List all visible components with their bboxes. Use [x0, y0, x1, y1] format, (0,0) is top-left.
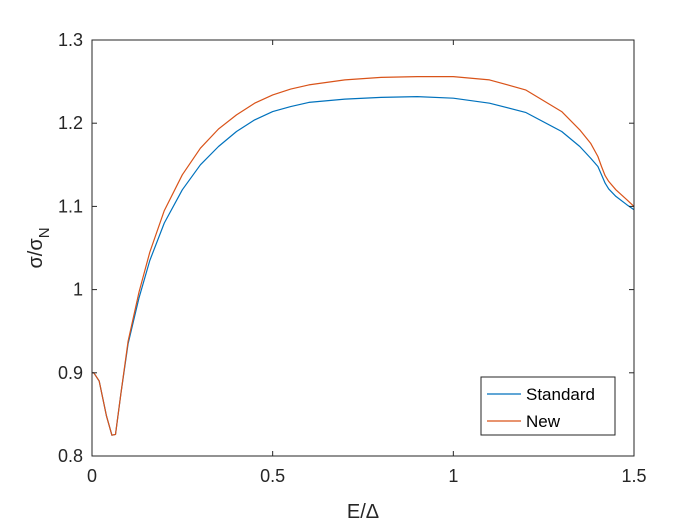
x-tick-label: 1.5 [621, 466, 646, 486]
y-tick-label: 0.9 [58, 363, 83, 383]
y-tick-label: 1.2 [58, 113, 83, 133]
plot-frame [91, 39, 635, 457]
y-tick-label: 1.3 [58, 30, 83, 50]
x-tick-label: 1 [448, 466, 458, 486]
series-line-new [92, 75, 635, 436]
x-tick-label: 0.5 [260, 466, 285, 486]
y-axis-label: σ/σN [25, 227, 53, 268]
legend-label-new: New [526, 412, 561, 431]
y-tick-label: 1.1 [58, 196, 83, 216]
x-axis-label: E/Δ [347, 501, 379, 523]
x-tick-label: 0 [87, 466, 97, 486]
legend-label-standard: Standard [526, 385, 595, 404]
y-axis-label-subscript: N [36, 227, 53, 238]
y-axis-label-main: σ/σ [25, 238, 47, 269]
axis-layer: 0 0.5 1 1.5 0.8 0.9 1 1.1 1.2 1.3 [58, 30, 647, 486]
legend-box [480, 376, 616, 436]
series-layer [92, 75, 635, 436]
legend: Standard New [480, 376, 616, 436]
y-tick-label: 1 [73, 280, 83, 300]
y-tick-label: 0.8 [58, 446, 83, 466]
